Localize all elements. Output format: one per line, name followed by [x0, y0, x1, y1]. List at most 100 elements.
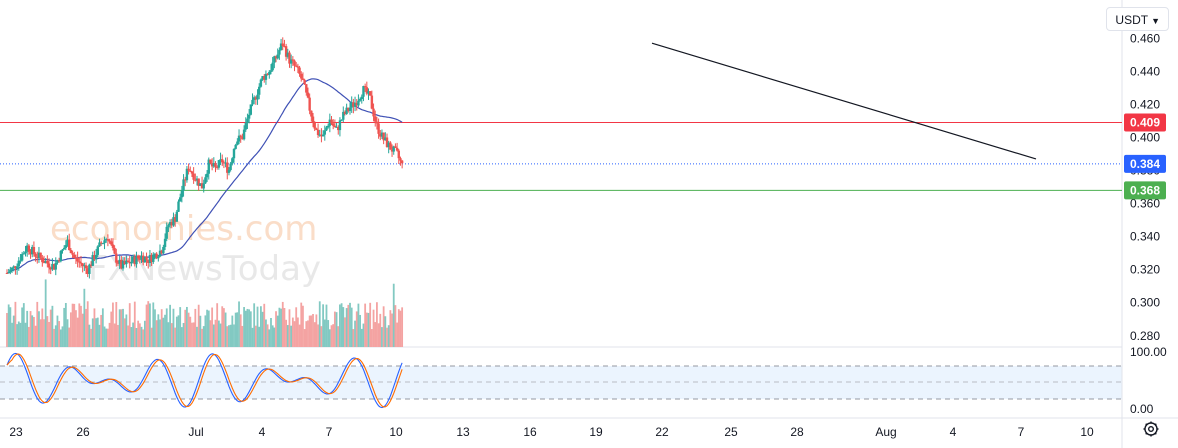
candle-body — [363, 86, 367, 88]
candle-body — [155, 253, 158, 259]
candle-body — [283, 46, 286, 48]
volume-bar — [376, 302, 378, 347]
volume-bar — [21, 307, 24, 347]
candle-body — [251, 99, 254, 105]
volume-bar — [122, 308, 124, 347]
volume-bar — [207, 310, 210, 347]
candle-body — [325, 127, 328, 131]
volume-bar — [298, 324, 301, 347]
volume-bar — [175, 316, 178, 347]
candle-body — [266, 73, 269, 75]
volume-bar — [165, 308, 168, 347]
volume-bar — [56, 315, 59, 347]
volume-bar — [53, 328, 55, 347]
volume-bar — [149, 303, 151, 347]
candle-body — [7, 272, 10, 274]
candle-body — [365, 87, 369, 94]
volume-bar — [180, 327, 183, 347]
candle-body — [345, 107, 348, 114]
candle-body — [22, 253, 26, 255]
candle-body — [328, 119, 332, 126]
candle-body — [313, 122, 316, 129]
volume-bar — [241, 325, 244, 347]
price-label-text: 0.409 — [1130, 116, 1160, 130]
volume-bar — [243, 307, 245, 347]
volume-bar — [332, 324, 335, 347]
candle-body — [300, 73, 303, 79]
currency-button[interactable]: USDT ▼ — [1106, 7, 1169, 31]
candle-body — [232, 148, 236, 159]
candle-body — [199, 183, 202, 186]
price-tick-label: 0.360 — [1130, 197, 1160, 211]
candle-body — [214, 163, 217, 167]
candle-body — [138, 258, 142, 260]
candle-body — [231, 158, 234, 164]
time-tick-label: 4 — [950, 425, 957, 439]
candle-body — [347, 107, 350, 111]
candle-body — [357, 100, 360, 106]
volume-bar — [226, 326, 229, 347]
volume-bar — [83, 288, 86, 347]
gear-icon[interactable] — [1142, 420, 1160, 438]
candle-body — [12, 266, 15, 268]
volume-bar — [313, 322, 316, 347]
candle-body — [165, 226, 168, 239]
volume-bar — [19, 322, 22, 347]
volume-bar — [379, 313, 382, 347]
candle-body — [379, 133, 382, 137]
volume-bar — [69, 312, 72, 347]
oscillator-tick-label: 0.00 — [1130, 402, 1154, 416]
candle-body — [135, 255, 138, 265]
candle-body — [194, 179, 197, 181]
candle-body — [39, 252, 42, 258]
candle-body — [337, 126, 340, 131]
candle-body — [286, 52, 289, 57]
candle-body — [34, 253, 37, 257]
candle-body — [10, 267, 14, 270]
volume-bar — [399, 310, 402, 347]
volume-bar — [132, 322, 135, 347]
volume-bar — [320, 326, 323, 347]
volume-bar — [154, 309, 156, 347]
volume-bar — [254, 325, 257, 347]
volume-bar — [73, 303, 76, 347]
candle-body — [246, 118, 249, 124]
candle-body — [76, 257, 79, 262]
volume-bar — [391, 313, 393, 347]
volume-bar — [68, 327, 71, 347]
volume-bar — [352, 329, 355, 347]
candle-body — [301, 78, 305, 80]
candle-body — [41, 257, 44, 263]
candle-body — [47, 263, 51, 268]
candle-body — [350, 102, 353, 108]
candle-body — [17, 260, 20, 267]
volume-bar — [266, 324, 269, 347]
candle-body — [390, 149, 394, 152]
volume-bar — [145, 304, 148, 347]
volume-bar — [61, 326, 64, 347]
volume-bar — [286, 325, 289, 347]
price-label-text: 0.368 — [1130, 183, 1160, 197]
volume-bar — [38, 311, 40, 347]
volume-bar — [71, 303, 74, 347]
volume-bar — [31, 315, 34, 347]
volume-bar — [112, 302, 114, 347]
candle-body — [94, 254, 98, 260]
volume-bar — [278, 307, 281, 347]
volume-bar — [293, 321, 296, 347]
volume-bar — [46, 316, 49, 347]
candle-body — [279, 43, 283, 51]
volume-bar — [191, 322, 193, 347]
volume-bar — [192, 322, 195, 347]
candle-body — [152, 254, 155, 262]
volume-bar — [120, 309, 123, 347]
candle-body — [281, 43, 284, 47]
candle-body — [111, 244, 115, 248]
volume-bar — [333, 311, 336, 347]
volume-bar — [236, 312, 239, 347]
volume-bar — [288, 309, 291, 347]
candle-body — [157, 256, 160, 259]
volume-bar — [396, 322, 398, 347]
candle-body — [101, 243, 105, 245]
